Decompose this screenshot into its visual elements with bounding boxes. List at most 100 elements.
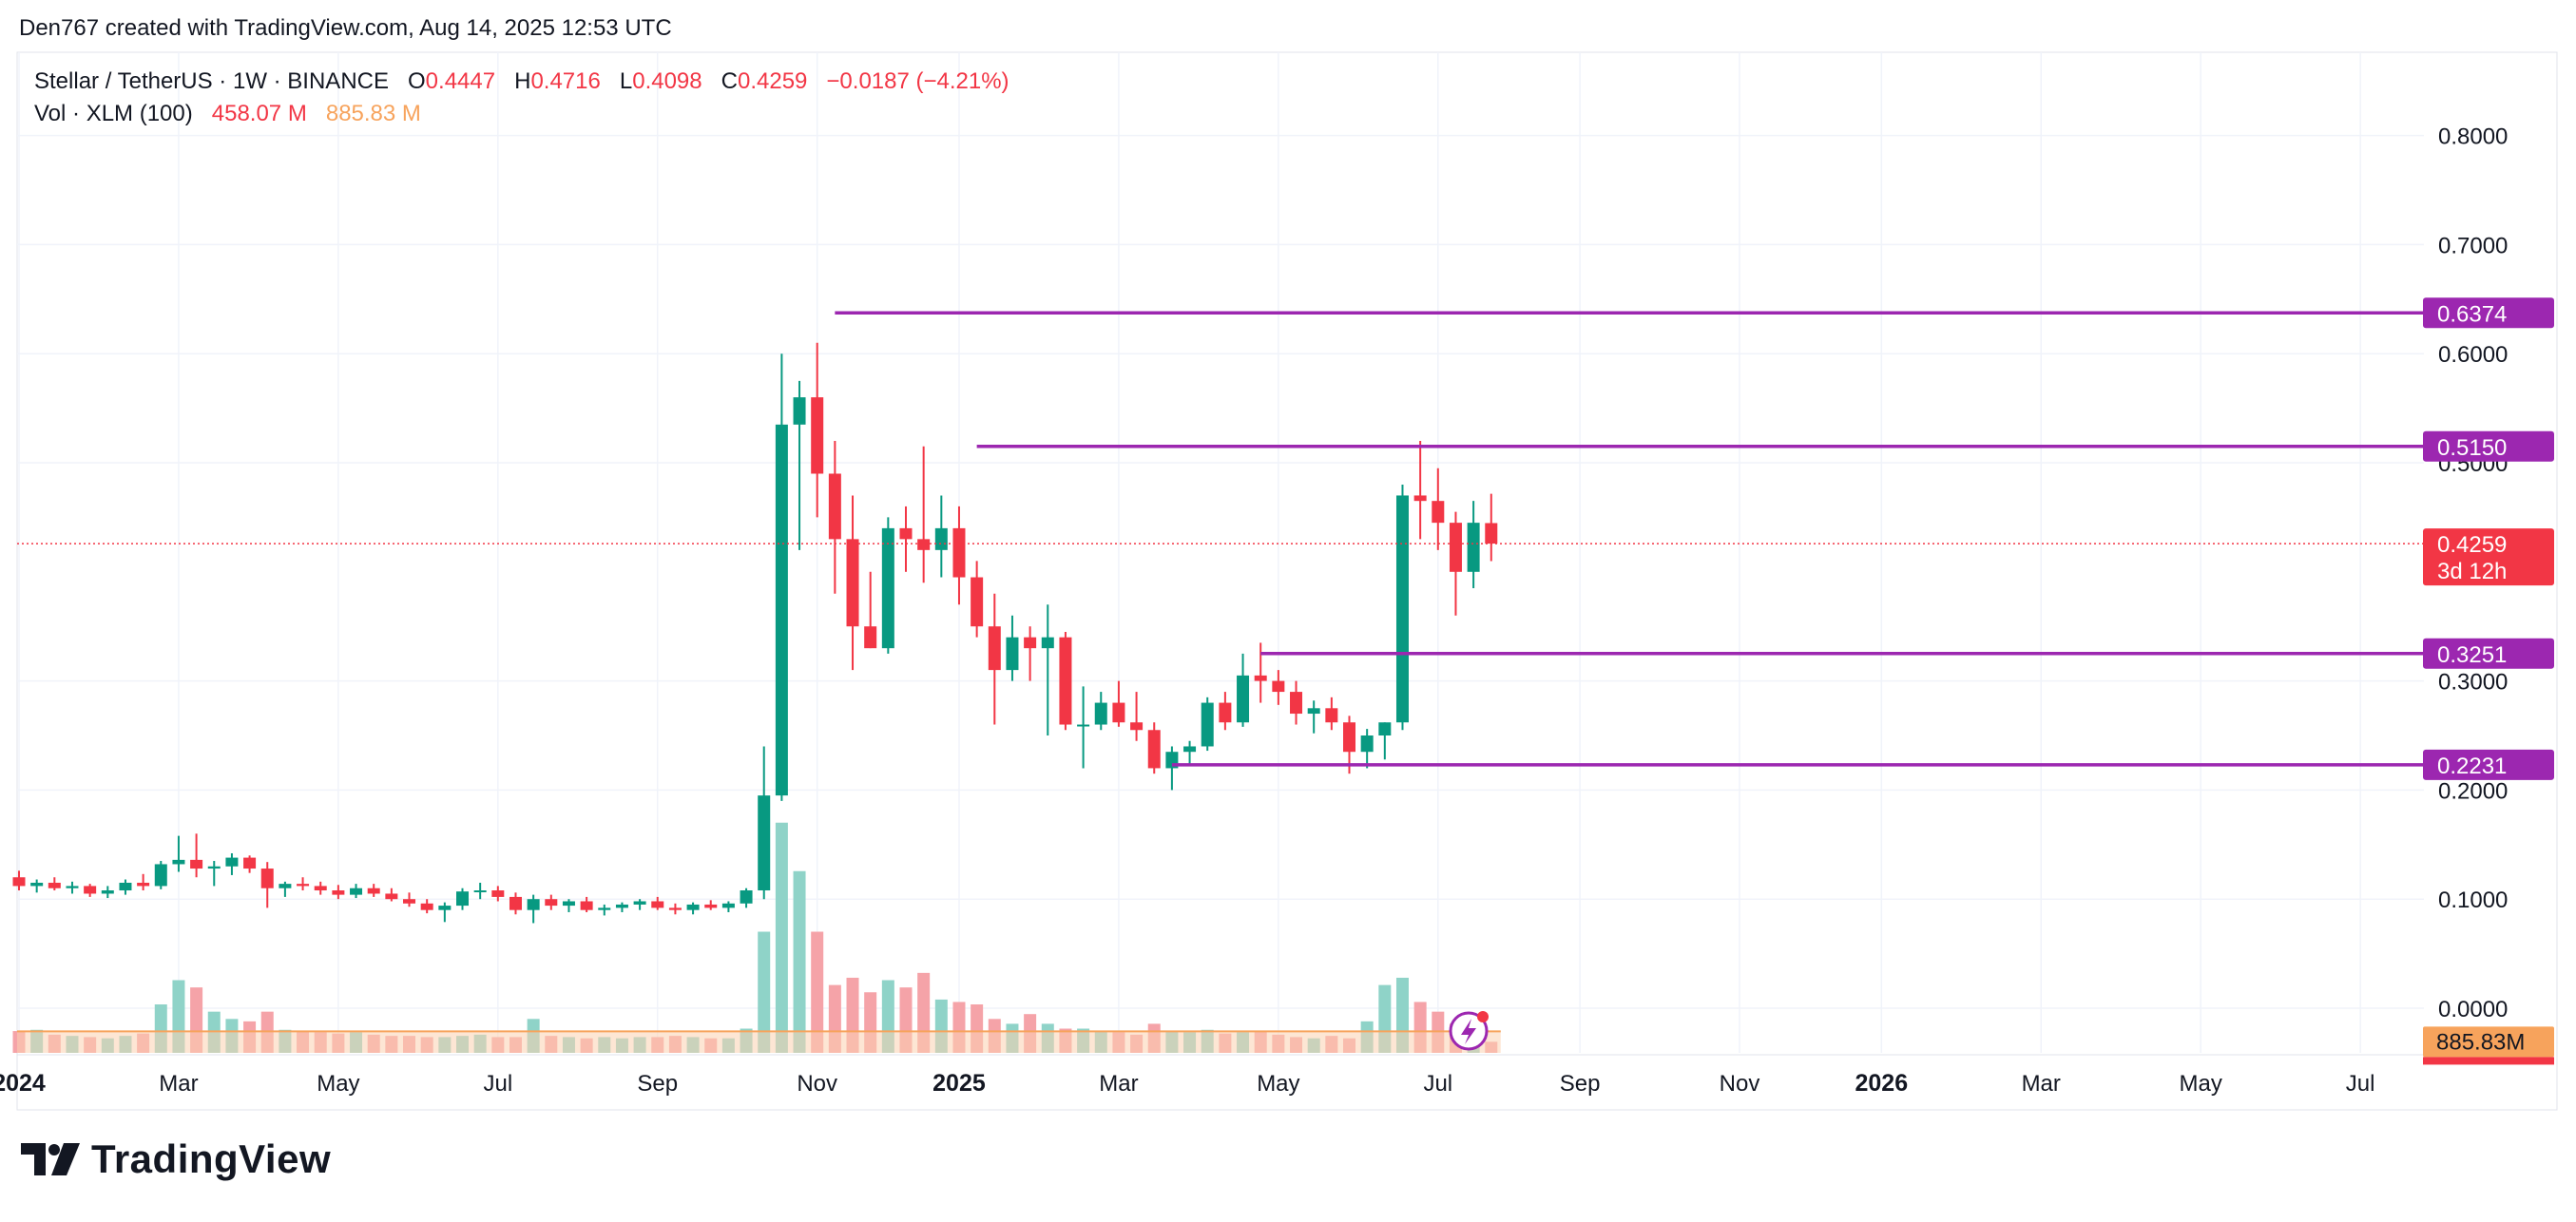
candle-body — [403, 899, 416, 904]
change-value: −0.0187 (−4.21%) — [826, 68, 1009, 94]
candle-body — [473, 890, 487, 893]
candle-body — [297, 884, 310, 887]
volume-bar — [758, 931, 771, 1053]
candle-body — [1094, 702, 1107, 725]
candle-body — [721, 903, 735, 908]
candle-body — [243, 857, 257, 869]
y-tick-label: 0.3000 — [2438, 670, 2508, 696]
volume-value: 458.07 M — [211, 101, 307, 126]
volume-ma-area — [17, 1031, 1501, 1053]
candle-body — [509, 896, 522, 910]
low-value: 0.4098 — [632, 68, 702, 94]
x-tick-label: Mar — [2022, 1071, 2061, 1097]
x-tick-label: Nov — [1720, 1071, 1760, 1097]
candle-body — [971, 577, 984, 627]
candle-body — [1041, 637, 1054, 649]
ohlc-legend: Stellar / TetherUS · 1W · BINANCE O0.444… — [34, 68, 1009, 95]
candle-body — [66, 886, 79, 888]
x-tick-label: May — [317, 1071, 359, 1097]
candle-body — [704, 904, 718, 908]
candle-body — [367, 888, 380, 894]
y-tick-label: 0.0000 — [2438, 997, 2508, 1022]
open-value: 0.4447 — [425, 68, 496, 94]
candle-body — [598, 907, 611, 910]
candle-body — [952, 527, 966, 578]
axes: 0.00000.10000.20000.30000.50000.60000.70… — [0, 124, 2508, 1097]
x-tick-label: May — [1257, 1071, 1299, 1097]
candle-body — [48, 882, 61, 888]
candle-body — [207, 866, 221, 869]
candle-body — [562, 901, 575, 907]
horizontal-levels — [17, 311, 2424, 767]
candle-body — [615, 904, 628, 908]
candle-body — [1254, 675, 1267, 681]
candle-body — [1024, 637, 1037, 649]
candle-body — [279, 884, 292, 888]
candle-body — [1307, 708, 1320, 715]
close-label: C — [721, 68, 738, 94]
close-value: 0.4259 — [737, 68, 808, 94]
candle-body — [1432, 501, 1445, 524]
x-tick-label: Jul — [2346, 1071, 2375, 1097]
candle-body — [1467, 523, 1480, 572]
candle-body — [1343, 722, 1355, 753]
candle-body — [84, 886, 97, 894]
volume-bar — [775, 822, 788, 1053]
volume-ma-value: 885.83 M — [325, 101, 421, 126]
candle-body — [1290, 692, 1303, 715]
level-tag-label: 0.6374 — [2437, 301, 2507, 327]
candle-body — [438, 906, 452, 910]
candle-body — [1449, 523, 1462, 572]
candle-body — [633, 901, 646, 905]
candle-body — [811, 397, 824, 474]
candles — [12, 342, 1498, 924]
x-tick-label: May — [2180, 1071, 2222, 1097]
candle-body — [758, 795, 771, 891]
candle-body — [137, 882, 150, 887]
level-tag-label: 0.5150 — [2437, 435, 2507, 461]
candle-body — [1219, 702, 1232, 723]
lightning-icon[interactable] — [1449, 1011, 1489, 1051]
volume-bar — [793, 870, 806, 1053]
candle-body — [225, 857, 239, 867]
candle-body — [1413, 495, 1427, 502]
high-label: H — [514, 68, 531, 94]
candle-body — [1395, 495, 1409, 723]
candle-body — [314, 886, 327, 891]
tradingview-brand[interactable]: TradingView — [21, 1136, 331, 1182]
y-tick-label: 0.1000 — [2438, 888, 2508, 913]
x-tick-label: 2024 — [0, 1070, 46, 1097]
candle-body — [1077, 724, 1090, 727]
volume-ma — [17, 1030, 1501, 1053]
y-tick-label: 0.7000 — [2438, 233, 2508, 258]
brand-name: TradingView — [91, 1136, 332, 1181]
level-tag-label: 0.3251 — [2437, 642, 2507, 668]
x-tick-label: Sep — [1560, 1071, 1601, 1097]
y-tick-label: 0.2000 — [2438, 778, 2508, 804]
countdown-label: 3d 12h — [2437, 559, 2507, 584]
candle-body — [491, 890, 505, 897]
last-price-tag — [2423, 528, 2554, 586]
candle-body — [668, 907, 682, 910]
candle-body — [1485, 523, 1498, 544]
candle-body — [1059, 637, 1072, 725]
symbol-label[interactable]: Stellar / TetherUS · 1W · BINANCE — [34, 68, 389, 94]
candle-body — [190, 859, 203, 869]
candle-body — [545, 899, 558, 907]
candle-body — [456, 891, 469, 907]
candle-body — [846, 539, 859, 627]
x-tick-label: 2026 — [1855, 1070, 1908, 1097]
candle-body — [350, 888, 363, 895]
candle-body — [385, 893, 398, 900]
y-tick-label: 0.6000 — [2438, 342, 2508, 368]
volume-legend: Vol · XLM (100) 458.07 M 885.83 M — [34, 101, 421, 127]
candle-body — [1360, 735, 1374, 753]
level-tag-label: 0.2231 — [2437, 754, 2507, 779]
attribution-text: Den767 created with TradingView.com, Aug… — [19, 15, 672, 41]
candle-body — [1112, 702, 1125, 723]
level-tag — [2423, 297, 2554, 329]
candle-body — [686, 904, 700, 910]
volume-label[interactable]: Vol · XLM (100) — [34, 101, 193, 126]
